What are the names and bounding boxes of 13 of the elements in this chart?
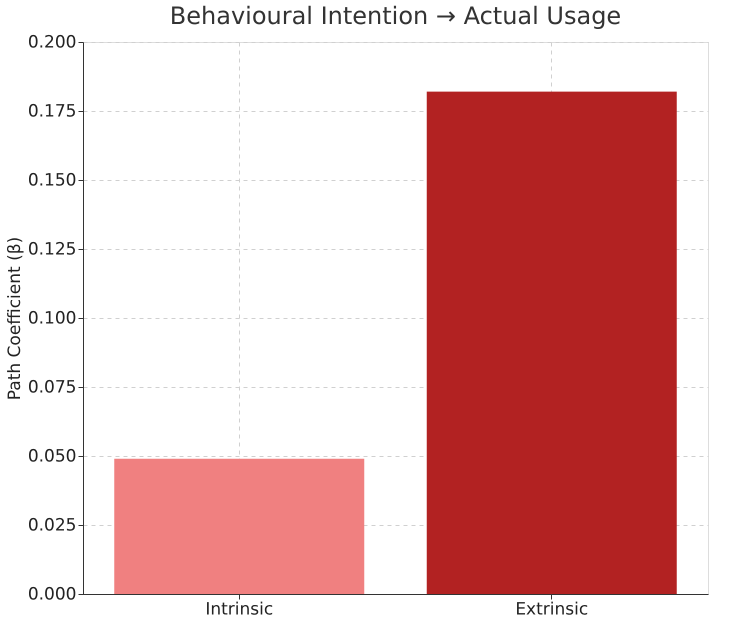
y-tick-label: 0.100 (28, 308, 76, 328)
y-tick-label: 0.175 (28, 102, 76, 122)
y-tick-label: 0.125 (28, 240, 76, 260)
y-tick-label: 0.000 (28, 584, 76, 604)
y-tick-label: 0.200 (28, 32, 76, 52)
y-tick-label: 0.075 (28, 378, 76, 398)
y-tick-label: 0.150 (28, 170, 76, 190)
chart-title: Behavioural Intention → Actual Usage (170, 2, 622, 30)
y-tick-label: 0.025 (28, 516, 76, 536)
y-tick-label: 0.050 (28, 446, 76, 466)
x-tick-label: Intrinsic (205, 600, 274, 620)
y-axis-title: Path Coefficient (β) (4, 236, 25, 400)
x-tick-label: Extrinsic (515, 600, 588, 620)
